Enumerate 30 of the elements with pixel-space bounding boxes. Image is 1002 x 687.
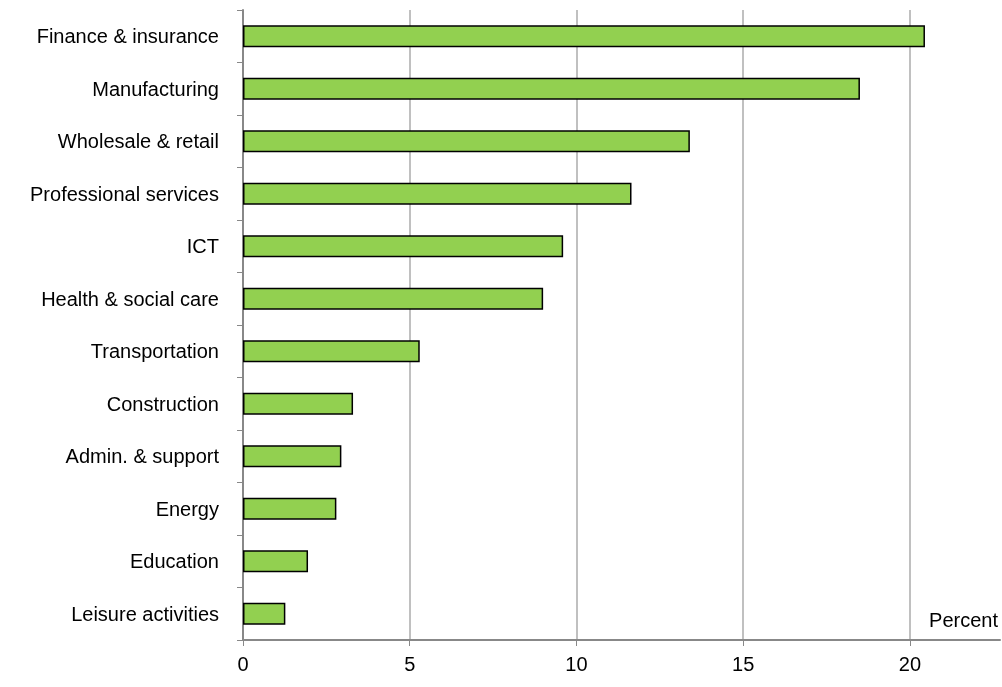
- x-axis-title: Percent: [929, 609, 999, 631]
- bar: [243, 340, 420, 363]
- bar: [243, 235, 564, 258]
- y-tick-label: Finance & insurance: [36, 25, 219, 48]
- y-tick-label: Health & social care: [41, 287, 219, 310]
- y-tick-label: Transportation: [90, 340, 219, 363]
- x-tick-label: 15: [732, 653, 755, 675]
- bar: [243, 77, 860, 100]
- x-tick-label: 10: [565, 653, 588, 675]
- x-tick-label: 5: [404, 653, 416, 675]
- y-tick-label: Wholesale & retail: [57, 130, 219, 153]
- x-tick-label: 0: [237, 653, 249, 675]
- bar: [243, 550, 309, 573]
- y-tick-label: Admin. & support: [65, 445, 220, 468]
- y-tick-label: Construction: [106, 392, 219, 415]
- bar: [243, 182, 632, 205]
- bar: [243, 25, 925, 48]
- bar: [243, 287, 544, 310]
- bar: [243, 497, 337, 520]
- bar: [243, 445, 342, 468]
- bar: [243, 130, 690, 153]
- y-tick-label: Education: [130, 550, 219, 573]
- bar: [243, 392, 354, 415]
- y-tick-label: ICT: [186, 235, 219, 258]
- y-tick-label: Professional services: [30, 182, 219, 205]
- y-tick-label: Energy: [155, 497, 219, 520]
- x-tick-label: 20: [898, 653, 922, 675]
- y-tick-label: Manufacturing: [92, 77, 219, 100]
- bar: [243, 602, 286, 625]
- y-tick-label: Leisure activities: [71, 602, 219, 625]
